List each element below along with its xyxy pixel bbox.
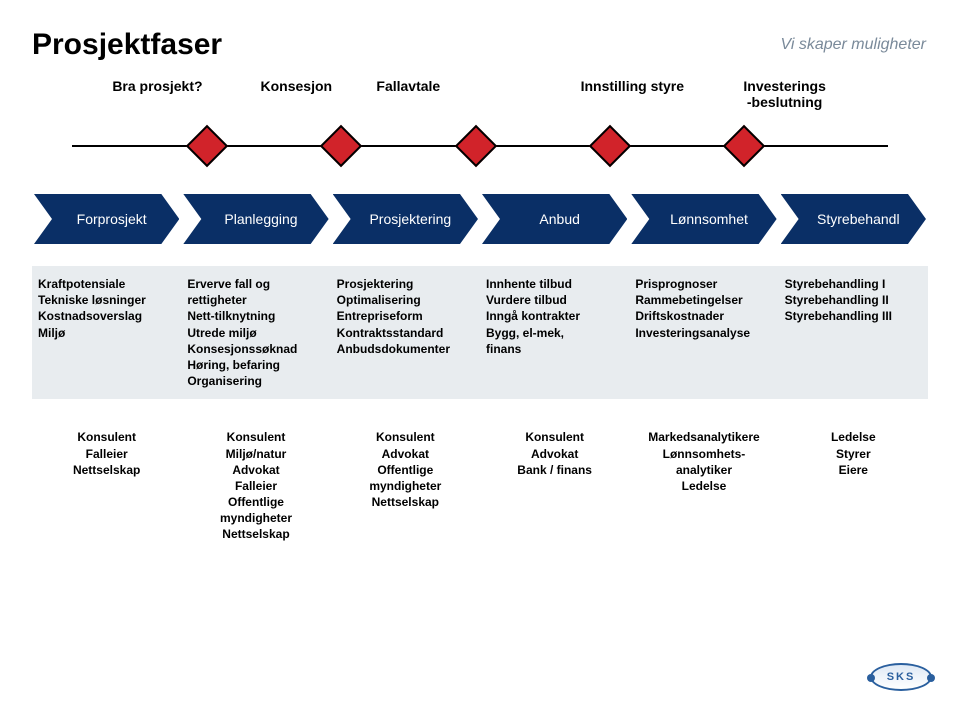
details-row-1: KraftpotensialeTekniske løsningerKostnad… bbox=[32, 270, 928, 395]
detail2-line: myndigheter bbox=[335, 478, 476, 494]
phase-label-5: Styrebehandl bbox=[781, 194, 926, 244]
detail2-line: Ledelse bbox=[783, 429, 924, 445]
detail1-line: Vurdere tilbud bbox=[486, 292, 623, 308]
detail1-line: Nett-tilknytning bbox=[187, 308, 324, 324]
detail2-line: Ledelse bbox=[633, 478, 774, 494]
detail1-line: Styrebehandling I bbox=[785, 276, 922, 292]
detail2-line: Styrer bbox=[783, 446, 924, 462]
detail1-line: Utrede miljø bbox=[187, 325, 324, 341]
detail2-line: Nettselskap bbox=[335, 494, 476, 510]
detail1-line: Innhente tilbud bbox=[486, 276, 623, 292]
detail2-line: Eiere bbox=[783, 462, 924, 478]
detail1-line: Bygg, el-mek, bbox=[486, 325, 623, 341]
detail1-line: Styrebehandling III bbox=[785, 308, 922, 324]
detail1-col-2: ProsjekteringOptimaliseringEntreprisefor… bbox=[333, 270, 478, 395]
phase-4: Lønnsomhet bbox=[631, 194, 776, 244]
phase-1: Planlegging bbox=[183, 194, 328, 244]
phase-3: Anbud bbox=[482, 194, 627, 244]
detail1-line: Inngå kontrakter bbox=[486, 308, 623, 324]
detail1-col-4: PrisprognoserRammebetingelserDriftskostn… bbox=[631, 270, 776, 395]
detail2-line: Miljø/natur bbox=[185, 446, 326, 462]
detail2-line: Nettselskap bbox=[185, 526, 326, 542]
detail1-line: Erverve fall og bbox=[187, 276, 324, 292]
detail2-line: Offentlige bbox=[185, 494, 326, 510]
detail2-line: Markedsanalytikere bbox=[633, 429, 774, 445]
phase-arrow-row: ForprosjektPlanleggingProsjekteringAnbud… bbox=[32, 194, 928, 244]
details-row-2: KonsulentFalleierNettselskapKonsulentMil… bbox=[32, 423, 928, 548]
detail1-line: Høring, befaring bbox=[187, 357, 324, 373]
detail1-col-0: KraftpotensialeTekniske løsningerKostnad… bbox=[34, 270, 179, 395]
slide: Prosjektfaser Vi skaper muligheter Bra p… bbox=[0, 0, 960, 707]
detail2-line: Lønnsomhets- bbox=[633, 446, 774, 462]
milestone-diamond-4 bbox=[723, 125, 765, 167]
detail2-col-3: KonsulentAdvokatBank / finans bbox=[482, 423, 627, 548]
detail2-line: Konsulent bbox=[36, 429, 177, 445]
detail2-line: Falleier bbox=[36, 446, 177, 462]
detail2-line: analytiker bbox=[633, 462, 774, 478]
logo: SKS bbox=[870, 663, 932, 691]
logo-dot-left bbox=[867, 674, 875, 682]
detail1-line: Organisering bbox=[187, 373, 324, 389]
detail1-line: Anbudsdokumenter bbox=[337, 341, 474, 357]
phase-label-3: Anbud bbox=[482, 194, 627, 244]
detail1-line: Entrepriseform bbox=[337, 308, 474, 324]
tagline: Vi skaper muligheter bbox=[780, 36, 926, 54]
phase-2: Prosjektering bbox=[333, 194, 478, 244]
phase-0: Forprosjekt bbox=[34, 194, 179, 244]
phase-label-0: Forprosjekt bbox=[34, 194, 179, 244]
detail2-line: Advokat bbox=[185, 462, 326, 478]
detail2-line: Konsulent bbox=[335, 429, 476, 445]
detail1-line: rettigheter bbox=[187, 292, 324, 308]
phase-label-2: Prosjektering bbox=[333, 194, 478, 244]
detail1-line: Kraftpotensiale bbox=[38, 276, 175, 292]
detail2-col-5: LedelseStyrerEiere bbox=[781, 423, 926, 548]
milestone-diamond-1 bbox=[320, 125, 362, 167]
milestone-label-2: Fallavtale bbox=[376, 78, 440, 94]
detail2-line: Bank / finans bbox=[484, 462, 625, 478]
detail2-col-0: KonsulentFalleierNettselskap bbox=[34, 423, 179, 548]
detail1-line: finans bbox=[486, 341, 623, 357]
detail2-line: Advokat bbox=[335, 446, 476, 462]
milestone-label-1: Konsesjon bbox=[261, 78, 333, 94]
logo-dot-right bbox=[927, 674, 935, 682]
detail1-line: Miljø bbox=[38, 325, 175, 341]
milestone-label-4: Investerings -beslutning bbox=[743, 78, 825, 110]
detail1-line: Styrebehandling II bbox=[785, 292, 922, 308]
milestone-row: Bra prosjekt? Konsesjon Fallavtale Innstill… bbox=[32, 70, 928, 150]
detail1-line: Investeringsanalyse bbox=[635, 325, 772, 341]
detail2-line: Advokat bbox=[484, 446, 625, 462]
phase-label-4: Lønnsomhet bbox=[631, 194, 776, 244]
detail2-line: Konsulent bbox=[484, 429, 625, 445]
detail2-line: Falleier bbox=[185, 478, 326, 494]
detail1-col-1: Erverve fall ogrettigheterNett-tilknytni… bbox=[183, 270, 328, 395]
milestone-diamond-0 bbox=[186, 125, 228, 167]
milestone-diamond-2 bbox=[454, 125, 496, 167]
detail1-line: Prosjektering bbox=[337, 276, 474, 292]
milestone-label-3: Innstilling styre bbox=[581, 78, 684, 94]
diamond-row bbox=[32, 124, 928, 168]
detail1-line: Konsesjonssøknad bbox=[187, 341, 324, 357]
detail1-col-5: Styrebehandling IStyrebehandling IIStyre… bbox=[781, 270, 926, 395]
detail2-line: Nettselskap bbox=[36, 462, 177, 478]
detail2-line: myndigheter bbox=[185, 510, 326, 526]
detail1-line: Optimalisering bbox=[337, 292, 474, 308]
detail1-line: Prisprognoser bbox=[635, 276, 772, 292]
logo-text: SKS bbox=[887, 671, 916, 683]
detail2-col-4: MarkedsanalytikereLønnsomhets-analytiker… bbox=[631, 423, 776, 548]
detail1-line: Driftskostnader bbox=[635, 308, 772, 324]
detail1-col-3: Innhente tilbudVurdere tilbudInngå kontr… bbox=[482, 270, 627, 395]
detail1-line: Tekniske løsninger bbox=[38, 292, 175, 308]
detail2-line: Offentlige bbox=[335, 462, 476, 478]
detail2-col-1: KonsulentMiljø/naturAdvokatFalleierOffen… bbox=[183, 423, 328, 548]
logo-ellipse: SKS bbox=[870, 663, 932, 691]
milestone-label-0: Bra prosjekt? bbox=[112, 78, 202, 94]
phase-5: Styrebehandl bbox=[781, 194, 926, 244]
detail1-line: Kontraktsstandard bbox=[337, 325, 474, 341]
detail2-col-2: KonsulentAdvokatOffentligemyndigheterNet… bbox=[333, 423, 478, 548]
phase-label-1: Planlegging bbox=[183, 194, 328, 244]
detail1-line: Kostnadsoverslag bbox=[38, 308, 175, 324]
detail2-line: Konsulent bbox=[185, 429, 326, 445]
detail1-line: Rammebetingelser bbox=[635, 292, 772, 308]
milestone-diamond-3 bbox=[589, 125, 631, 167]
